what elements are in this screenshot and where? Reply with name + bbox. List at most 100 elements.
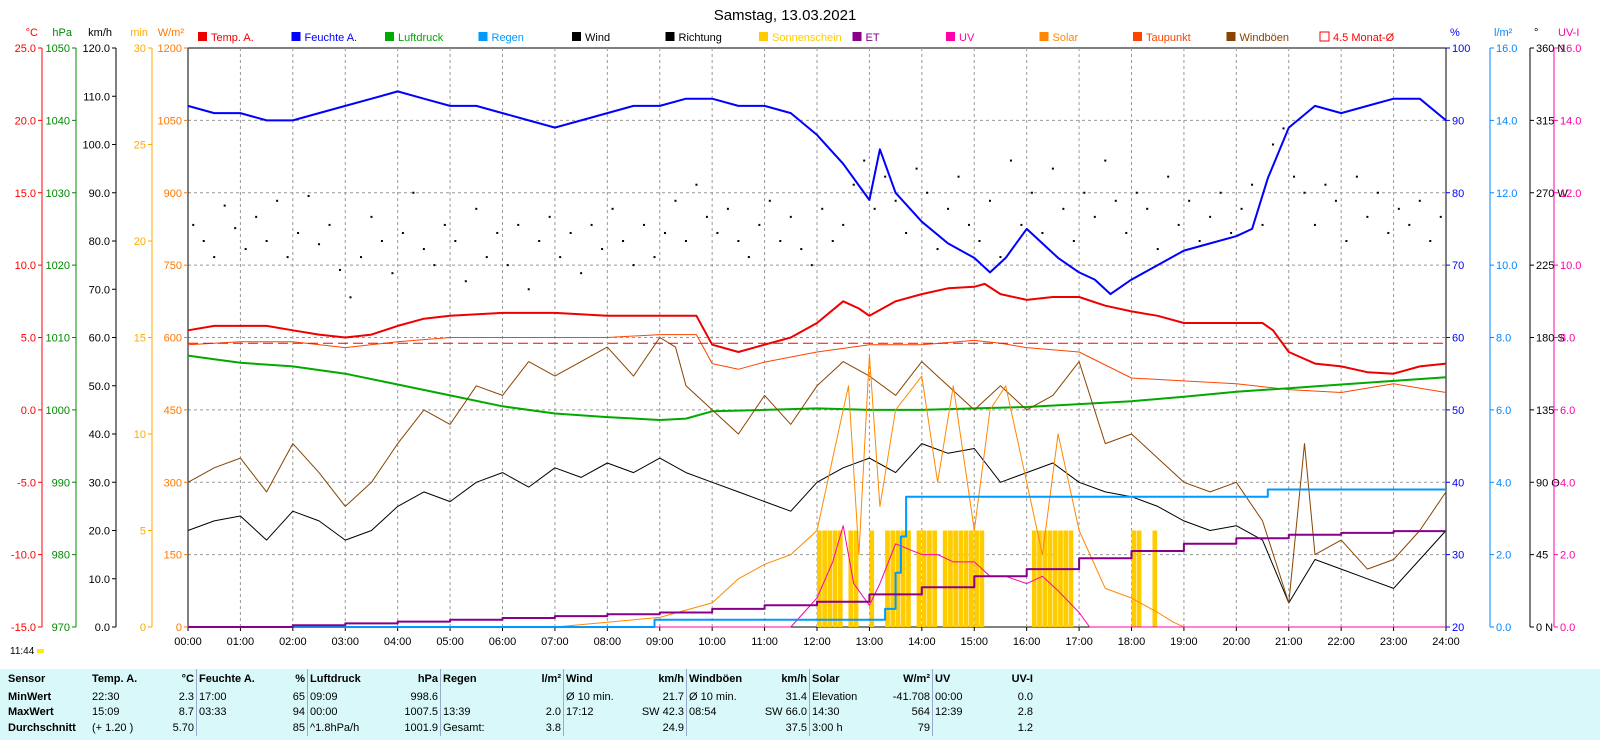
y-axis-unit-uv: UV-I: [1558, 27, 1579, 39]
direction-point: [349, 296, 352, 299]
stats-header-rain: Regen: [440, 669, 509, 689]
stats-cell: 65: [292, 690, 305, 703]
x-tick-label: 05:00: [436, 636, 464, 648]
y-axis-unit-wind: km/h: [88, 27, 112, 39]
stats-cell: 564: [911, 706, 930, 719]
y-tick-label-humidity: 70: [1452, 260, 1464, 272]
stats-cell: 3:00 h: [809, 720, 878, 736]
direction-point: [716, 231, 719, 234]
stats-header-rain-unit: l/m²: [541, 673, 561, 685]
series-regen: [188, 488, 1446, 628]
x-tick-label: 03:00: [331, 636, 359, 648]
series-windb-en: [187, 337, 1447, 604]
stats-header-wind: Wind: [563, 669, 632, 689]
legend-swatch: [946, 32, 955, 41]
sunshine-bar: [1152, 530, 1158, 627]
direction-point: [1125, 231, 1128, 234]
y-tick-label-uv: 6.0: [1560, 405, 1575, 417]
y-tick-label-temp: -5.0: [17, 477, 36, 489]
direction-point: [779, 240, 782, 242]
series-taupunkt: [187, 334, 1447, 393]
direction-point: [831, 240, 834, 242]
direction-point: [873, 207, 876, 210]
direction-point: [1030, 191, 1033, 194]
chart-axes: 00:00 01:00 02:00 03:00 04:00 05:00 06:00 07:00…: [11, 27, 1582, 648]
y-tick-label-pressure: 1050: [46, 43, 70, 55]
sunshine-bar: [1068, 530, 1074, 627]
sunshine-bar: [979, 530, 985, 627]
stats-cell: 12:39: [932, 704, 997, 720]
direction-point: [380, 240, 383, 242]
weather-chart: Samstag, 13.03.2021 Temp. A. Feuchte A. Lu…: [11, 7, 1582, 648]
direction-point: [234, 227, 237, 230]
direction-point: [1230, 231, 1233, 234]
x-tick-label: 22:00: [1327, 636, 1355, 648]
direction-point: [276, 199, 279, 202]
direction-point: [307, 194, 310, 197]
stats-cell: 37.5: [785, 721, 807, 734]
direction-point: [821, 207, 824, 210]
direction-point: [936, 248, 939, 251]
legend-label: Richtung: [679, 32, 722, 44]
direction-point: [915, 167, 918, 170]
y-tick-label-humidity: 100: [1452, 43, 1470, 55]
legend-label: Wind: [585, 32, 610, 44]
stats-header-temp: Temp. A.: [92, 673, 138, 685]
stats-cell: 0.0: [1017, 690, 1033, 703]
y-tick-label-rain: 4.0: [1496, 477, 1511, 489]
direction-point: [1397, 207, 1400, 210]
sunshine-bar: [837, 530, 843, 627]
y-axis-unit-pressure: hPa: [52, 27, 72, 39]
y-tick-label-temp: -15.0: [11, 622, 36, 634]
stats-cell: 09:09: [307, 689, 376, 705]
direction-point: [454, 240, 457, 242]
stats-cell: Elevation: [809, 689, 878, 705]
stats-cell: 31.4: [785, 690, 807, 703]
direction-point: [968, 223, 971, 226]
plot-area: [187, 90, 1447, 628]
y-tick-label-wind: 0.0: [95, 622, 110, 634]
y-tick-label-rain: 12.0: [1496, 188, 1517, 200]
legend-swatch: [198, 32, 207, 41]
x-tick-label: 09:00: [646, 636, 674, 648]
y-tick-label-wind: 30.0: [89, 477, 110, 489]
y-tick-label-humidity: 20: [1452, 622, 1464, 634]
direction-point: [391, 272, 394, 275]
y-tick-label-wind: 80.0: [89, 236, 110, 248]
direction-point: [1114, 199, 1117, 202]
direction-point: [1041, 231, 1044, 234]
legend-label: Taupunkt: [1146, 32, 1191, 44]
direction-point: [569, 231, 572, 234]
x-tick-label: 01:00: [227, 636, 255, 648]
x-tick-label: 02:00: [279, 636, 307, 648]
y-tick-label-sunshine: 25: [134, 140, 146, 152]
direction-point: [370, 215, 373, 218]
direction-point: [1072, 240, 1075, 242]
sunshine-bar: [848, 530, 854, 627]
stats-header-humidity-unit: %: [295, 673, 305, 685]
direction-point: [737, 240, 740, 242]
sunshine-bar: [1031, 530, 1037, 627]
y-tick-label-temp: 15.0: [15, 188, 36, 200]
direction-point: [894, 199, 897, 202]
direction-point: [1439, 215, 1442, 218]
direction-point: [768, 199, 771, 202]
stats-cell: 00:00: [932, 689, 997, 705]
x-tick-label: 04:00: [384, 636, 412, 648]
sunshine-bar: [1058, 530, 1063, 627]
direction-point: [1177, 223, 1180, 226]
stats-panel: Sensor Temp. A. °C Feuchte A. % Luftdruc…: [0, 669, 1600, 740]
y-tick-label-uv: 8.0: [1560, 333, 1575, 345]
stats-cell: 79: [917, 721, 930, 734]
sunshine-bar: [1052, 530, 1058, 627]
direction-point: [538, 240, 541, 242]
direction-point: [1345, 240, 1348, 242]
direction-point: [1104, 159, 1107, 162]
y-tick-label-humidity: 60: [1452, 333, 1464, 345]
sunshine-bar: [817, 530, 822, 627]
direction-point: [663, 231, 666, 234]
stats-header-wind-unit: km/h: [658, 673, 684, 685]
direction-point: [611, 207, 614, 210]
y-tick-label-uv: 16.0: [1560, 43, 1581, 55]
direction-point: [223, 204, 226, 207]
